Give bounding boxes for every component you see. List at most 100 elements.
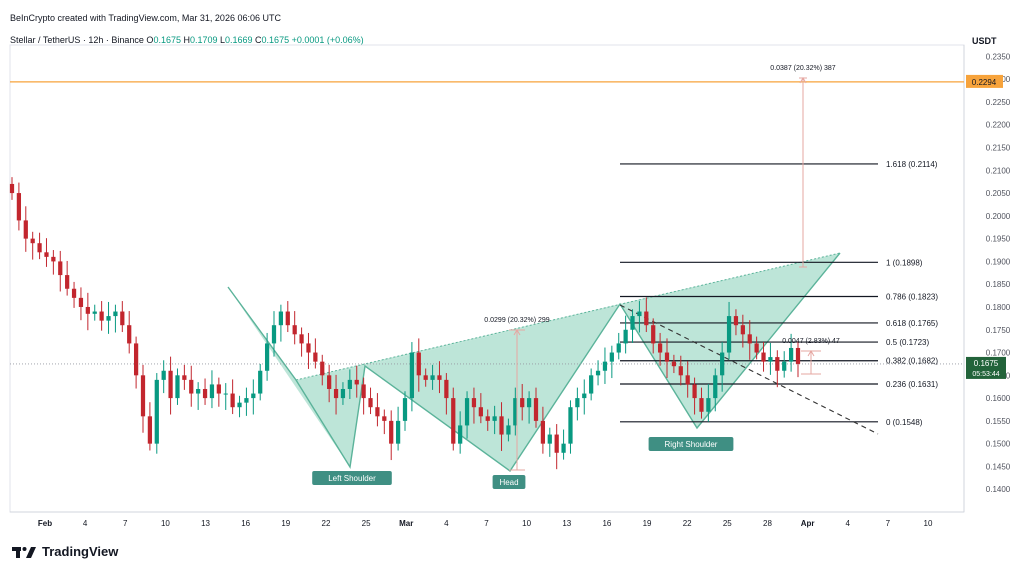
x-tick-label: 7 [123,519,128,528]
x-tick-label: 4 [83,519,88,528]
x-tick-label: 10 [522,519,531,528]
candle [216,384,221,394]
candle [740,325,745,335]
price-unit: USDT [972,36,997,46]
candle [271,325,277,344]
candle [547,434,552,444]
candle [327,375,332,389]
candle [720,352,725,376]
candle [168,370,173,399]
candle [485,416,490,421]
candle [416,352,421,376]
candle [430,375,435,380]
y-tick-label: 0.1950 [986,235,1011,244]
y-tick-label: 0.1400 [986,485,1011,494]
y-tick-label: 0.1900 [986,257,1011,266]
x-tick-label: 28 [763,519,772,528]
ohlc-values: O0.1675 H0.1709 L0.1669 C0.1675 [146,35,291,45]
candle [768,357,773,362]
x-tick-label: 10 [161,519,170,528]
y-tick-label: 0.1750 [986,326,1011,335]
x-tick-label: 16 [241,519,250,528]
candle [71,288,77,298]
x-tick-label: 10 [924,519,933,528]
candle [685,375,690,385]
ohlc-value-l: 0.1669 [225,35,256,45]
y-tick-label: 0.1550 [986,417,1011,426]
fib-level-label: 0.5 (0.1723) [886,338,929,347]
ohlc-key-l: L [220,35,226,45]
candle [99,311,104,321]
candle [533,398,539,421]
x-tick-label: Mar [399,519,413,528]
candle [733,316,739,326]
x-tick-label: 22 [322,519,331,528]
candle [458,425,463,444]
candle [278,311,284,326]
candle [292,325,297,335]
y-tick-label: 0.2150 [986,144,1011,153]
fib-level-label: 0.236 (0.1631) [886,380,938,389]
x-tick-label: 16 [602,519,611,528]
candle [451,398,456,444]
y-tick-label: 0.2250 [986,98,1011,107]
x-tick-label: 7 [886,519,891,528]
x-tick-label: 25 [723,519,732,528]
x-tick-label: Apr [801,519,815,528]
head-badge [492,475,526,489]
candle [795,347,801,364]
candle [299,334,304,344]
candle [154,379,159,444]
candle [320,361,325,376]
candle [754,343,759,353]
candle [747,334,752,344]
candle [761,352,766,362]
candle [196,388,201,394]
y-tick-label: 0.1500 [986,440,1011,449]
y-tick-label: 0.1850 [986,280,1011,289]
x-tick-label: 7 [484,519,489,528]
bar-countdown: 05:53:44 [972,371,999,378]
candle [347,379,352,389]
x-tick-label: 19 [281,519,290,528]
ohlc-value-c: 0.1675 [261,35,292,45]
pattern-area [365,304,620,471]
candle [554,434,559,453]
y-tick-label: 0.1700 [986,349,1011,358]
candle [189,379,194,394]
candle [582,393,587,399]
candle [223,393,228,395]
candle [113,311,118,317]
fib-level-label: 0 (0.1548) [886,418,923,427]
y-tick-label: 0.1450 [986,462,1011,471]
candle [120,311,125,326]
price-change: +0.0001 (+0.06%) [291,35,364,45]
left-shoulder-label: Left Shoulder [328,474,376,483]
candle [9,183,15,194]
candle [540,420,546,444]
left-shoulder-badge [312,471,392,485]
candle [726,316,732,353]
candle [106,316,111,321]
candle [678,366,683,376]
candle [616,343,621,353]
candle [340,388,346,399]
target-price-value: 0.2294 [972,78,997,87]
y-tick-label: 0.2050 [986,189,1011,198]
x-tick-label: 19 [643,519,652,528]
fib-level-label: 1.618 (0.2114) [886,160,938,169]
pattern-area [296,366,365,467]
fib-level-label: 0.786 (0.1823) [886,292,938,301]
measure-top-label: 0.0387 (20.32%) 387 [770,65,835,72]
candle [140,375,146,417]
candle [637,311,642,317]
candle [58,261,63,276]
candle [285,311,290,326]
candle [382,416,387,421]
candle [30,238,35,244]
candle [437,375,442,380]
candle [644,311,649,326]
candle [561,443,566,453]
fib-level-label: 0.382 (0.1682) [886,357,938,366]
